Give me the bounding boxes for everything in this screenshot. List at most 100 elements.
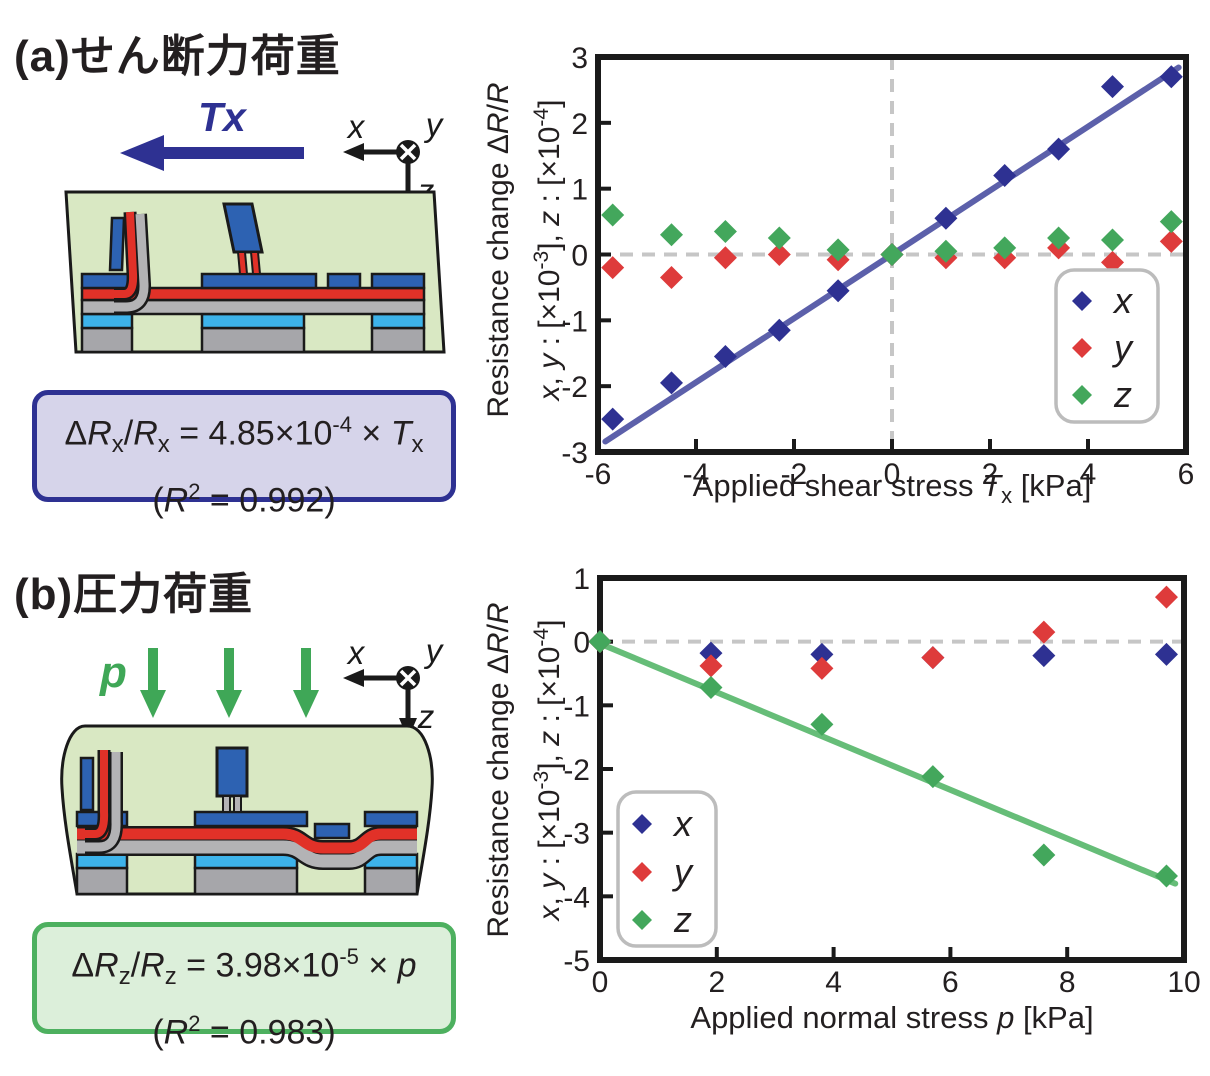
legend-swatch-x bbox=[632, 814, 652, 834]
marker-z bbox=[993, 236, 1017, 260]
marker-z bbox=[934, 239, 958, 263]
x-tick-label: 6 bbox=[1178, 458, 1195, 491]
x-axis-arrow-icon bbox=[343, 143, 364, 161]
y-tick-label: 1 bbox=[573, 563, 590, 596]
legend-label-x: x bbox=[1112, 280, 1134, 321]
axis-label-y: y bbox=[424, 632, 445, 669]
x-tick-label: 4 bbox=[825, 966, 842, 999]
y-tick-label: -1 bbox=[563, 690, 590, 723]
legend-swatch-y bbox=[1072, 338, 1092, 358]
chart-a-y-axis-title: Resistance change ΔR/R x, y : [×10-3], z… bbox=[482, 82, 566, 418]
marker-x bbox=[810, 642, 834, 666]
y-tick-label: -3 bbox=[563, 818, 590, 851]
pressure-arrow-icon bbox=[293, 648, 319, 718]
y-tick-label: -5 bbox=[563, 945, 590, 978]
marker-z bbox=[767, 226, 791, 250]
legend-label-y: y bbox=[671, 851, 694, 892]
schematic-shear-cross-section bbox=[64, 190, 446, 354]
marker-x bbox=[601, 407, 625, 431]
y-tick-label: -1 bbox=[561, 305, 588, 338]
marker-y bbox=[767, 243, 791, 266]
series-z bbox=[588, 630, 1178, 888]
marker-z bbox=[1159, 210, 1183, 234]
marker-z bbox=[588, 630, 612, 654]
equation-pressure-r2: (R2 = 0.983) bbox=[152, 1011, 336, 1052]
y-tick-label: 2 bbox=[571, 108, 588, 141]
panel-a-title: (a)せん断力荷重 bbox=[14, 32, 341, 81]
legend-label-z: z bbox=[673, 899, 692, 940]
legend-swatch-x bbox=[1072, 291, 1092, 311]
chart-b-x-axis-title: Applied normal stress p [kPa] bbox=[690, 1000, 1094, 1035]
x-tick-label: 0 bbox=[884, 458, 901, 491]
marker-x bbox=[660, 371, 683, 395]
y-tick-label: -4 bbox=[563, 881, 590, 914]
legend-box bbox=[1054, 268, 1160, 424]
panel-b-title: (b)圧力荷重 bbox=[14, 570, 254, 619]
y-tick-label: -3 bbox=[561, 437, 588, 470]
marker-x bbox=[1154, 642, 1178, 666]
marker-x bbox=[934, 206, 958, 230]
marker-z bbox=[810, 712, 834, 736]
legend: xyz bbox=[616, 790, 718, 948]
plot-frame bbox=[595, 54, 1189, 455]
marker-y bbox=[1032, 620, 1056, 644]
equation-box-pressure: ΔRz/Rz = 3.98×10-5 × p (R2 = 0.983) bbox=[32, 922, 456, 1051]
marker-z bbox=[1047, 226, 1071, 250]
series-x bbox=[588, 630, 1178, 670]
marker-y bbox=[1101, 250, 1124, 274]
chart-shear: -6 -4 -2 0 2 4 6 -3 -2 -1 0 1 2 3 xyz bbox=[561, 42, 1194, 491]
legend-box bbox=[616, 790, 718, 948]
axis-label-z: z bbox=[417, 698, 435, 735]
marker-y bbox=[699, 654, 723, 678]
x-axis-arrow-icon bbox=[343, 669, 364, 687]
marker-x bbox=[1101, 75, 1124, 99]
axis-label-x: x bbox=[346, 108, 366, 145]
marker-x bbox=[1047, 137, 1071, 161]
x-tick-label: 10 bbox=[1167, 966, 1200, 999]
marker-x bbox=[699, 641, 723, 665]
shear-arrow-icon bbox=[120, 135, 304, 171]
legend: xyz bbox=[1054, 268, 1160, 424]
marker-z bbox=[880, 243, 904, 266]
x-tick-label: -4 bbox=[683, 458, 710, 491]
marker-x bbox=[826, 279, 850, 303]
series-y bbox=[588, 585, 1178, 680]
marker-z bbox=[660, 223, 683, 247]
marker-y bbox=[1154, 585, 1178, 609]
marker-y bbox=[1159, 229, 1183, 253]
x-tick-label: 8 bbox=[1059, 966, 1076, 999]
chart-pressure: 0 2 4 6 8 10 -5 -4 -3 -2 -1 0 1 xyz bbox=[563, 563, 1200, 999]
x-tick-label: 2 bbox=[982, 458, 999, 491]
x-tick-label: -2 bbox=[781, 458, 808, 491]
pressure-arrow-icon bbox=[216, 648, 242, 718]
x-tick-label: -6 bbox=[585, 458, 612, 491]
marker-y bbox=[660, 266, 683, 290]
equation-shear-r2: (R2 = 0.992) bbox=[152, 479, 336, 520]
equation-box-shear: ΔRx/Rx = 4.85×10-4 × Tx (R2 = 0.992) bbox=[32, 390, 456, 519]
legend-label-y: y bbox=[1111, 327, 1134, 368]
series-z bbox=[601, 203, 1183, 266]
chart-a-x-axis-title: Applied shear stress Tx [kPa] bbox=[692, 468, 1092, 509]
marker-y bbox=[713, 246, 737, 270]
marker-z bbox=[921, 765, 945, 789]
marker-z bbox=[1154, 864, 1178, 888]
legend-swatch-y bbox=[632, 862, 652, 882]
y-tick-label: -2 bbox=[561, 371, 588, 404]
axis-label-x: x bbox=[346, 634, 366, 671]
marker-x bbox=[993, 164, 1017, 187]
marker-z bbox=[826, 238, 850, 262]
marker-x bbox=[1032, 644, 1056, 668]
marker-x bbox=[767, 318, 791, 342]
plot-frame bbox=[597, 575, 1187, 963]
y-tick-label: 3 bbox=[571, 42, 588, 75]
marker-x bbox=[1159, 65, 1183, 89]
axis-label-y: y bbox=[424, 106, 445, 143]
x-tick-label: 0 bbox=[592, 966, 609, 999]
marker-z bbox=[1032, 843, 1056, 867]
legend-swatch-z bbox=[1072, 385, 1092, 405]
shear-force-label: Tx bbox=[198, 94, 246, 140]
legend-swatch-z bbox=[632, 910, 652, 930]
x-tick-label: 6 bbox=[942, 966, 959, 999]
marker-z bbox=[713, 219, 737, 243]
